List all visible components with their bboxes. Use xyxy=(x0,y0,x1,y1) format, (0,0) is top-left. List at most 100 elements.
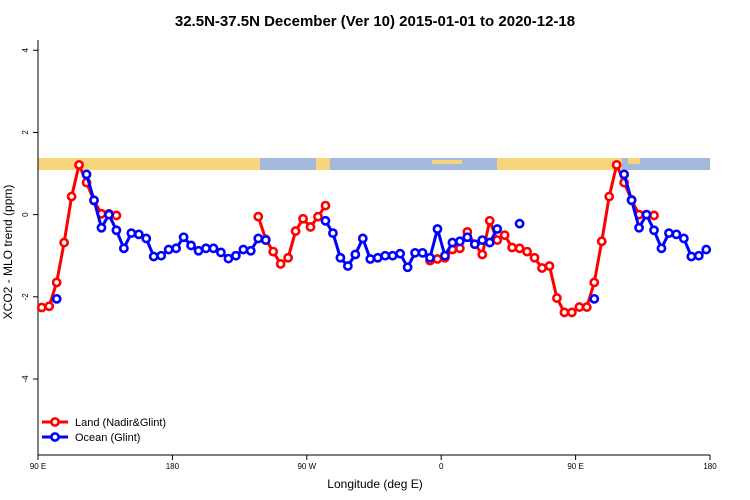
data-point xyxy=(574,302,585,312)
y-axis-label: XCO2 - MLO trend (ppm) xyxy=(1,185,15,320)
data-point xyxy=(425,252,435,263)
data-point xyxy=(51,277,62,288)
data-point xyxy=(171,243,182,254)
data-point xyxy=(328,228,338,239)
data-point xyxy=(649,210,659,221)
data-point xyxy=(59,237,70,248)
data-point xyxy=(313,211,323,222)
data-point xyxy=(552,293,562,303)
legend-label: Ocean (Glint) xyxy=(75,432,140,444)
data-point xyxy=(514,243,525,254)
data-point xyxy=(380,250,391,261)
data-point xyxy=(589,277,600,288)
data-point xyxy=(626,195,637,206)
data-point xyxy=(111,225,122,236)
data-point xyxy=(44,301,55,312)
data-point xyxy=(417,247,428,258)
data-point xyxy=(477,235,488,246)
data-point xyxy=(462,232,473,243)
data-point xyxy=(402,262,413,273)
data-point xyxy=(522,246,532,257)
data-point xyxy=(477,249,488,260)
data-point xyxy=(148,251,159,262)
data-point xyxy=(387,250,398,261)
x-tick-label: 90 W xyxy=(297,462,316,471)
data-point xyxy=(589,293,600,304)
data-point xyxy=(253,211,264,222)
data-point xyxy=(290,226,301,236)
y-tick-label: 2 xyxy=(21,130,30,135)
data-point xyxy=(566,307,577,318)
map-strip xyxy=(38,158,710,170)
legend-label: Land (Nadir&Glint) xyxy=(75,417,166,429)
data-point xyxy=(96,222,107,233)
data-point xyxy=(649,225,659,236)
chart-title: 32.5N-37.5N December (Ver 10) 2015-01-01… xyxy=(175,13,575,30)
data-point xyxy=(51,293,62,304)
series-line xyxy=(622,173,708,259)
data-point xyxy=(365,254,376,264)
data-point xyxy=(410,247,420,258)
data-point xyxy=(544,261,555,271)
data-point xyxy=(656,243,667,254)
data-point xyxy=(238,244,249,255)
data-point xyxy=(484,237,495,248)
data-point xyxy=(492,235,503,246)
data-point xyxy=(484,215,495,226)
legend-marker xyxy=(50,417,60,427)
data-point xyxy=(283,252,294,263)
data-point xyxy=(671,229,682,240)
data-point xyxy=(604,191,615,202)
data-point xyxy=(395,248,406,259)
data-point xyxy=(320,200,331,211)
data-point xyxy=(275,259,286,269)
data-point xyxy=(581,302,592,312)
data-point xyxy=(432,254,443,264)
data-point xyxy=(454,236,465,247)
data-point xyxy=(432,224,443,234)
data-point xyxy=(507,242,518,253)
x-tick-label: 90 E xyxy=(30,462,46,471)
data-point xyxy=(230,250,241,261)
series-line xyxy=(41,160,117,309)
data-point xyxy=(104,209,114,220)
data-point xyxy=(305,222,316,232)
data-point xyxy=(118,243,129,254)
data-point xyxy=(36,302,47,313)
data-point xyxy=(596,236,607,247)
data-point xyxy=(141,233,152,244)
data-point xyxy=(193,245,204,256)
data-point xyxy=(268,246,279,257)
data-point xyxy=(298,213,308,224)
data-point xyxy=(664,228,674,239)
data-point xyxy=(619,169,630,180)
data-point xyxy=(208,243,219,254)
data-point xyxy=(469,239,480,250)
data-point xyxy=(216,247,226,258)
x-tick-label: 180 xyxy=(703,462,717,471)
data-point xyxy=(447,237,458,248)
data-point xyxy=(245,245,256,256)
data-point xyxy=(260,235,271,246)
legend-marker xyxy=(50,432,60,442)
data-point xyxy=(223,253,234,264)
data-point xyxy=(186,240,196,251)
data-point xyxy=(81,169,92,180)
data-point xyxy=(611,160,622,170)
data-point xyxy=(686,251,697,262)
data-point xyxy=(440,250,450,261)
data-point xyxy=(641,209,652,220)
data-point xyxy=(499,230,510,241)
data-point xyxy=(74,160,84,170)
data-point xyxy=(111,210,122,221)
data-point xyxy=(156,250,167,261)
data-point xyxy=(492,224,503,234)
data-point xyxy=(559,307,570,318)
data-point xyxy=(320,215,331,226)
data-point xyxy=(514,218,525,229)
data-point xyxy=(163,244,174,255)
data-point xyxy=(678,233,689,244)
data-point xyxy=(178,232,189,243)
x-tick-label: 90 E xyxy=(567,462,583,471)
x-axis-label: Longitude (deg E) xyxy=(327,477,422,491)
